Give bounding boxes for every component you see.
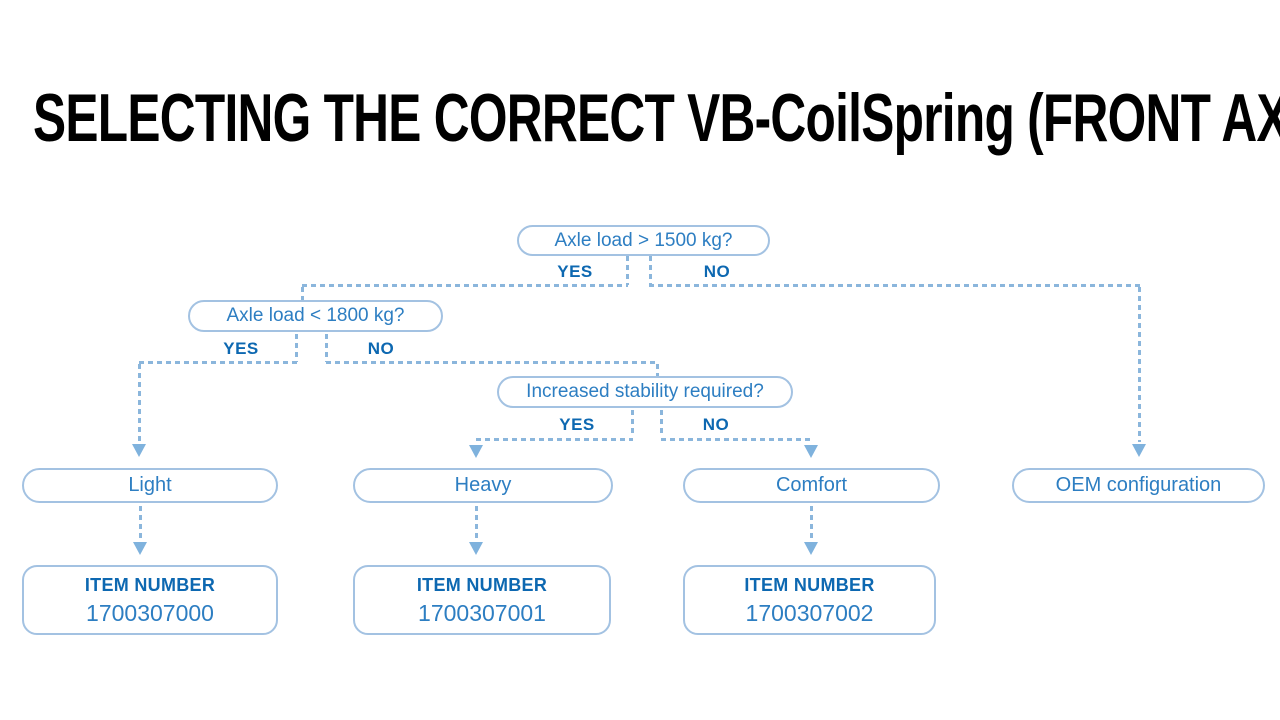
result-comfort: Comfort	[683, 468, 940, 503]
decision3-no-label: NO	[702, 415, 730, 434]
connector-d1-to-oem	[1138, 287, 1141, 442]
arrow-down-icon-light	[132, 444, 146, 457]
connector-d3-no-stub	[660, 410, 663, 437]
decision-axle-load-1500-text: Axle load > 1500 kg?	[554, 229, 733, 251]
connector-comfort-to-item	[810, 506, 813, 540]
page-title: SELECTING THE CORRECT VB-CoilSpring (FRO…	[33, 80, 1280, 156]
connector-d2-to-d3	[656, 364, 659, 377]
item-number-box-comfort: ITEM NUMBER 1700307002	[683, 565, 936, 635]
item-number-box-heavy: ITEM NUMBER 1700307001	[353, 565, 611, 635]
decision3-yes-label: YES	[559, 415, 595, 434]
result-oem-configuration: OEM configuration	[1012, 468, 1265, 503]
decision-axle-load-1500: Axle load > 1500 kg?	[517, 225, 770, 256]
result-heavy: Heavy	[353, 468, 613, 503]
connector-d1-to-d2	[301, 287, 304, 301]
connector-d2-yes-stub	[295, 334, 298, 362]
connector-heavy-to-item	[475, 506, 478, 540]
item-number-box-light: ITEM NUMBER 1700307000	[22, 565, 278, 635]
connector-d3-no-horizontal	[661, 438, 813, 441]
item-number-heading: ITEM NUMBER	[744, 575, 875, 595]
item-number-value: 1700307002	[745, 600, 874, 626]
arrow-down-icon-comfort	[804, 445, 818, 458]
result-comfort-text: Comfort	[775, 474, 848, 496]
connector-d1-yes-horizontal	[302, 284, 628, 287]
connector-light-to-item	[139, 506, 142, 540]
decision-axle-load-1800-text: Axle load < 1800 kg?	[226, 305, 405, 326]
decision1-no-label: NO	[703, 262, 731, 281]
item-number-heading: ITEM NUMBER	[84, 575, 216, 595]
item-number-value: 1700307001	[418, 600, 546, 626]
arrow-down-icon-heavy	[469, 445, 483, 458]
arrow-down-icon-item-light	[133, 542, 147, 555]
item-number-heading: ITEM NUMBER	[416, 575, 548, 595]
decision-increased-stability-text: Increased stability required?	[526, 381, 764, 402]
decision-increased-stability: Increased stability required?	[497, 376, 793, 408]
result-heavy-text: Heavy	[454, 474, 512, 496]
connector-d1-no-horizontal	[649, 284, 1141, 287]
result-light-text: Light	[128, 474, 172, 496]
decision1-yes-label: YES	[557, 262, 593, 281]
decision-axle-load-1800: Axle load < 1800 kg?	[188, 300, 443, 332]
result-oem-configuration-text: OEM configuration	[1055, 474, 1222, 496]
item-number-value: 1700307000	[86, 600, 214, 626]
decision2-yes-label: YES	[223, 339, 259, 358]
result-light: Light	[22, 468, 278, 503]
connector-d2-yes-horizontal	[139, 361, 297, 364]
connector-d1-yes-stub	[626, 256, 629, 285]
connector-d2-to-light	[138, 364, 141, 442]
arrow-down-icon-item-heavy	[469, 542, 483, 555]
connector-d1-no-stub	[649, 256, 652, 285]
arrow-down-icon-item-comfort	[804, 542, 818, 555]
connector-d2-no-horizontal	[326, 361, 658, 364]
decision2-no-label: NO	[367, 339, 395, 358]
connector-d2-no-stub	[325, 334, 328, 362]
connector-d3-yes-horizontal	[476, 438, 633, 441]
arrow-down-icon-oem	[1132, 444, 1146, 457]
connector-d3-yes-stub	[631, 410, 634, 437]
